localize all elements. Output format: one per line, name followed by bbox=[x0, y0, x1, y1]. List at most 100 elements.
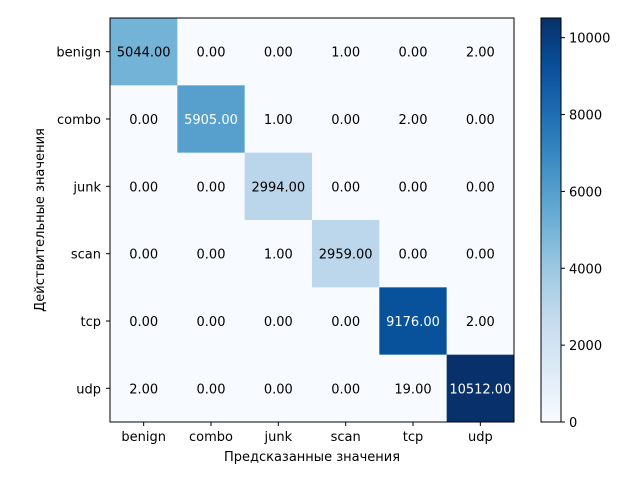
cell-value-label: 2.00 bbox=[466, 315, 495, 330]
cell-value-label: 0.00 bbox=[331, 113, 360, 128]
cell-value-label: 5044.00 bbox=[117, 46, 171, 61]
x-tick-label: benign bbox=[121, 430, 166, 445]
colorbar bbox=[540, 17, 562, 423]
heatmap-cell bbox=[244, 152, 313, 221]
y-axis-ticks: benign combo junk scan tcp udp bbox=[56, 46, 110, 397]
y-tick-label: combo bbox=[57, 113, 101, 128]
cell-value-label: 0.00 bbox=[197, 382, 226, 397]
heatmap-cell bbox=[446, 152, 515, 221]
cell-value-label: 0.00 bbox=[197, 248, 226, 263]
heatmap-cell bbox=[177, 85, 246, 154]
heatmap-cell bbox=[177, 220, 246, 288]
heatmap-cell bbox=[244, 287, 313, 356]
cell-value-label: 2.00 bbox=[399, 113, 428, 128]
cell-value-label: 0.00 bbox=[129, 315, 158, 330]
cell-value-label: 0.00 bbox=[129, 180, 158, 195]
cell-value-label: 0.00 bbox=[264, 315, 293, 330]
heatmap-cell bbox=[446, 18, 515, 86]
cell-value-label: 0.00 bbox=[129, 113, 158, 128]
cell-value-label: 0.00 bbox=[399, 46, 428, 61]
cell-value-label: 2994.00 bbox=[251, 180, 305, 195]
cell-value-label: 1.00 bbox=[331, 46, 360, 61]
cell-value-label: 0.00 bbox=[331, 180, 360, 195]
plot-frame bbox=[109, 17, 515, 423]
heatmap-cell bbox=[379, 152, 448, 221]
heatmap-cell bbox=[110, 220, 178, 288]
cell-value-label: 19.00 bbox=[394, 382, 431, 397]
colorbar-tick-label: 2000 bbox=[569, 339, 602, 354]
heatmap-cell-labels: 5044.00 0.00 0.00 1.00 0.00 2.00 0.00 5905.00 1.… bbox=[117, 46, 512, 398]
x-axis-ticks: benign combo junk scan tcp udp bbox=[121, 422, 493, 445]
heatmap-cell bbox=[379, 354, 448, 423]
heatmap-cell bbox=[177, 354, 246, 423]
heatmap-cell bbox=[244, 354, 313, 423]
heatmap-cells bbox=[110, 18, 515, 423]
colorbar-tick-label: 10000 bbox=[569, 32, 610, 47]
heatmap-cell bbox=[244, 220, 313, 288]
heatmap-cell bbox=[110, 354, 178, 423]
colorbar-tick-label: 8000 bbox=[569, 109, 602, 124]
y-tick-label: udp bbox=[76, 382, 101, 397]
heatmap-cell bbox=[379, 85, 448, 154]
heatmap-cell bbox=[446, 287, 515, 356]
cell-value-label: 0.00 bbox=[466, 113, 495, 128]
cell-value-label: 0.00 bbox=[331, 315, 360, 330]
heatmap-cell bbox=[110, 18, 178, 86]
cell-value-label: 0.00 bbox=[197, 180, 226, 195]
cell-value-label: 0.00 bbox=[331, 382, 360, 397]
heatmap-cell bbox=[110, 152, 178, 221]
colorbar-tick-label: 4000 bbox=[569, 262, 602, 277]
x-tick-label: combo bbox=[189, 430, 233, 445]
colorbar-tick-label: 0 bbox=[569, 416, 577, 431]
cell-value-label: 0.00 bbox=[466, 180, 495, 195]
cell-value-label: 0.00 bbox=[197, 315, 226, 330]
y-tick-label: tcp bbox=[81, 315, 102, 330]
cell-value-label: 1.00 bbox=[264, 113, 293, 128]
colorbar-tick-label: 6000 bbox=[569, 185, 602, 200]
heatmap-cell bbox=[446, 220, 515, 288]
cell-value-label: 1.00 bbox=[264, 248, 293, 263]
heatmap-cell bbox=[244, 85, 313, 154]
y-tick-label: benign bbox=[56, 46, 101, 61]
cell-value-label: 0.00 bbox=[399, 248, 428, 263]
heatmap-cell bbox=[110, 85, 178, 154]
heatmap-cell bbox=[312, 220, 380, 288]
heatmap-cell bbox=[446, 354, 515, 423]
x-tick-label: junk bbox=[264, 430, 293, 445]
heatmap-cell bbox=[312, 287, 380, 356]
cell-value-label: 2959.00 bbox=[319, 248, 373, 263]
heatmap-cell bbox=[312, 354, 380, 423]
heatmap-cell bbox=[379, 18, 448, 86]
colorbar-ticks: 0 2000 4000 6000 8000 10000 bbox=[561, 32, 610, 431]
x-tick-label: tcp bbox=[403, 430, 424, 445]
heatmap-cell bbox=[177, 287, 246, 356]
x-axis-label: Предсказанные значения bbox=[224, 450, 400, 465]
heatmap-cell bbox=[312, 85, 380, 154]
y-tick-label: junk bbox=[72, 180, 101, 195]
heatmap-cell bbox=[110, 287, 178, 356]
heatmap-cell bbox=[177, 18, 246, 86]
heatmap-cell bbox=[244, 18, 313, 86]
heatmap-cell bbox=[312, 18, 380, 86]
cell-value-label: 0.00 bbox=[197, 46, 226, 61]
cell-value-label: 0.00 bbox=[466, 248, 495, 263]
cell-value-label: 0.00 bbox=[399, 180, 428, 195]
cell-value-label: 10512.00 bbox=[449, 382, 511, 397]
heatmap-cell bbox=[446, 85, 515, 154]
cell-value-label: 5905.00 bbox=[184, 113, 238, 128]
cell-value-label: 0.00 bbox=[129, 248, 158, 263]
x-tick-label: scan bbox=[331, 430, 361, 445]
cell-value-label: 2.00 bbox=[129, 382, 158, 397]
heatmap-cell bbox=[312, 152, 380, 221]
heatmap-cell bbox=[379, 220, 448, 288]
cell-value-label: 0.00 bbox=[264, 46, 293, 61]
heatmap-cell bbox=[379, 287, 448, 356]
cell-value-label: 9176.00 bbox=[386, 315, 440, 330]
cell-value-label: 0.00 bbox=[264, 382, 293, 397]
y-axis-label: Действительные значения bbox=[33, 128, 48, 312]
y-tick-label: scan bbox=[71, 248, 101, 263]
heatmap-cell bbox=[177, 152, 246, 221]
cell-value-label: 2.00 bbox=[466, 46, 495, 61]
x-tick-label: udp bbox=[468, 430, 493, 445]
